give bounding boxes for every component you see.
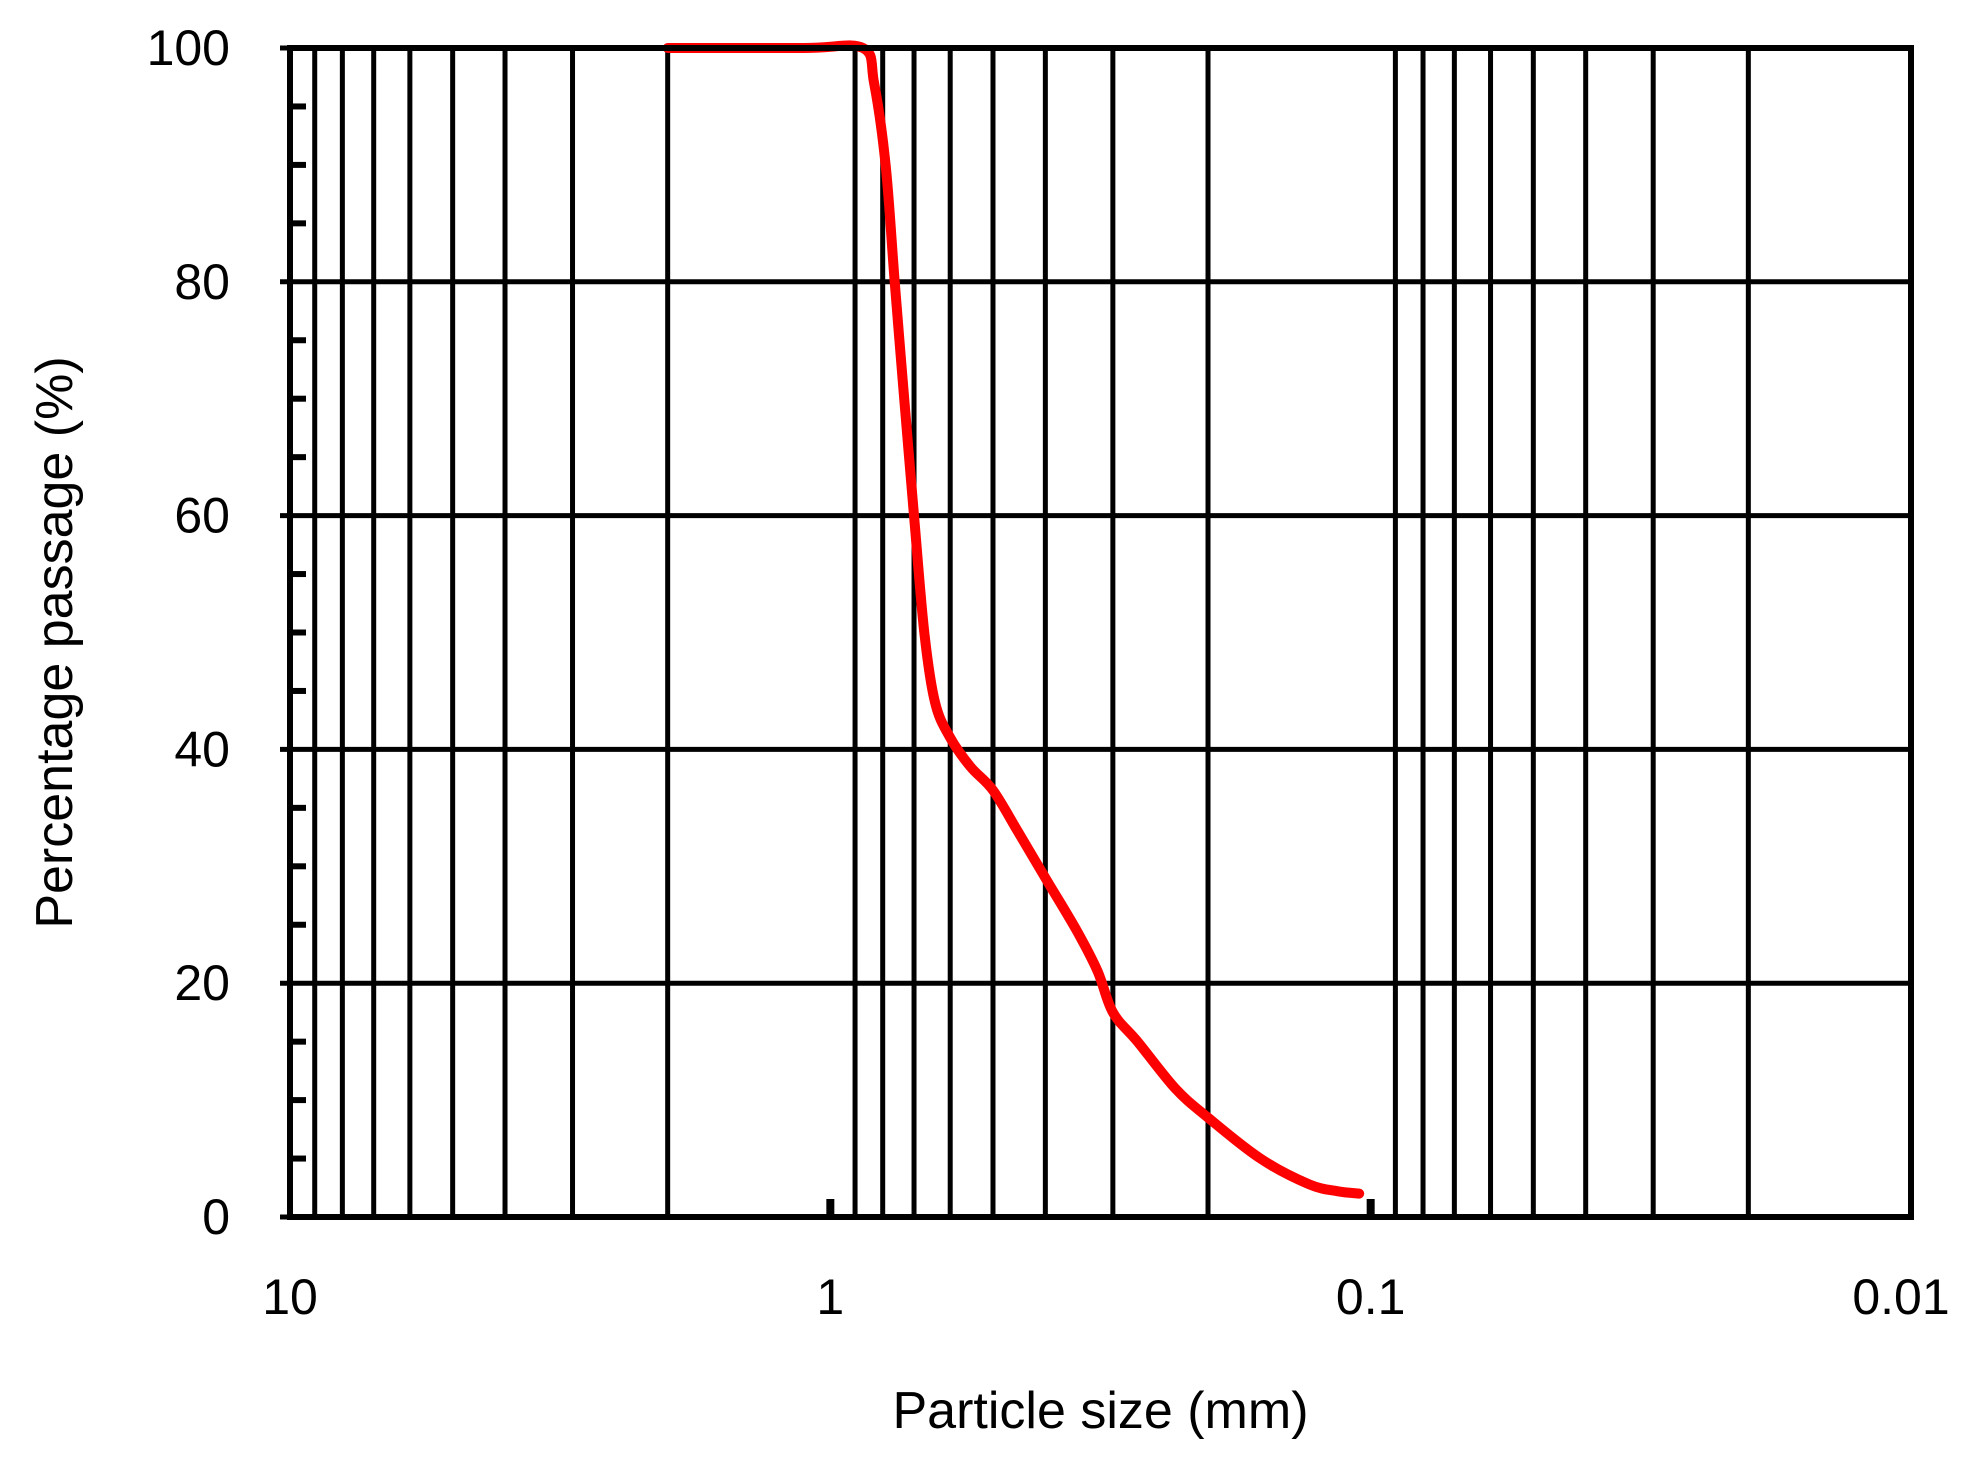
x-tick-label: 0.01 (1852, 1269, 1949, 1325)
x-tick-label: 0.1 (1336, 1269, 1406, 1325)
series-line (662, 40, 1365, 1199)
x-tick-label: 10 (262, 1269, 318, 1325)
tick-label-layer: 0 20 40 60 80 100 10 1 0.1 0.01 (147, 20, 1950, 1325)
y-tick-label: 60 (174, 488, 230, 544)
series-layer (662, 40, 1365, 1199)
y-tick-label: 0 (202, 1189, 230, 1245)
y-axis-title: Percentage passage (%) (26, 356, 84, 928)
grid-layer (280, 45, 1911, 1220)
y-tick-label: 20 (174, 955, 230, 1011)
y-tick-label: 40 (174, 721, 230, 777)
y-tick-label: 80 (174, 254, 230, 310)
plot-area-frame (287, 45, 1914, 1220)
x-tick-label: 1 (816, 1269, 844, 1325)
y-tick-label: 100 (147, 20, 230, 76)
x-axis-title: Particle size (mm) (892, 1382, 1308, 1440)
